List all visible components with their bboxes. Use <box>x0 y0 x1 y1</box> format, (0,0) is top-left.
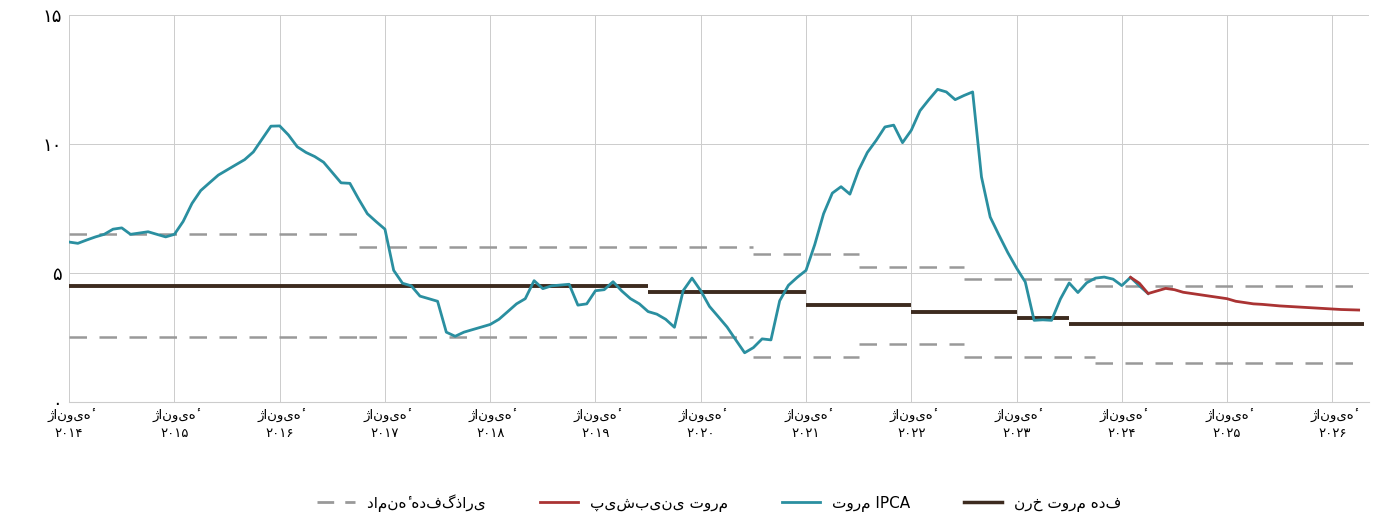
Legend: دامنهٔ هدفگذاری, پیشبینی تورم, تورم IPCA, نرخ تورم هدف: دامنهٔ هدفگذاری, پیشبینی تورم, تورم IPCA… <box>311 488 1127 515</box>
